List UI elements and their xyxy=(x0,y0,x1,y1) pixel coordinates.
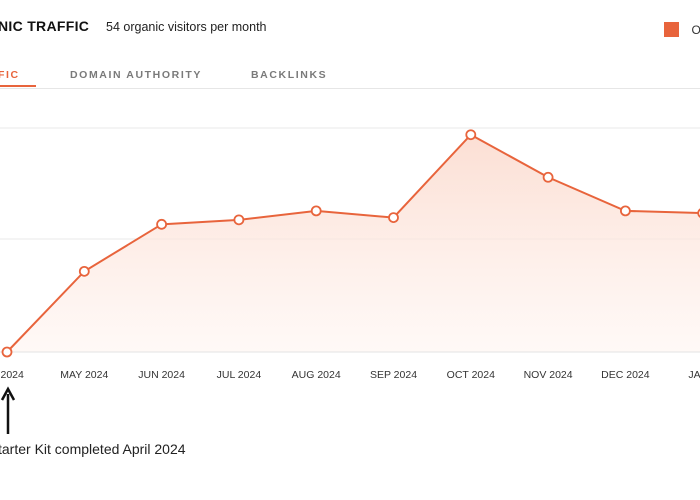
traffic-chart: R 2024 MAY 2024 JUN 2024 JUL 2024 AUG 2024 SE… xyxy=(0,127,700,381)
visitors-summary: 54 organic visitors per month xyxy=(106,20,267,34)
metric-tabs: FIC DOMAIN AUTHORITY BACKLINKS xyxy=(0,62,700,89)
active-tab-underline xyxy=(0,85,36,87)
x-tick-label: JUL 2024 xyxy=(217,369,262,381)
x-tick-label: JAN 2 xyxy=(688,369,700,381)
data-point[interactable] xyxy=(542,171,554,183)
tab-backlinks[interactable]: BACKLINKS xyxy=(251,69,328,81)
annotation-arrow-icon xyxy=(0,386,16,434)
chart-legend: O xyxy=(664,21,700,39)
chart-header: NIC TRAFFIC 54 organic visitors per mont… xyxy=(0,0,700,56)
annotation-text: tarter Kit completed April 2024 xyxy=(0,441,186,457)
data-point[interactable] xyxy=(156,218,168,230)
x-tick-label: OCT 2024 xyxy=(447,369,495,381)
data-point[interactable] xyxy=(78,265,90,277)
x-tick-label: AUG 2024 xyxy=(292,369,341,381)
x-tick-label: DEC 2024 xyxy=(601,369,650,381)
chart-title: NIC TRAFFIC xyxy=(0,18,90,34)
x-tick-label: JUN 2024 xyxy=(138,369,185,381)
data-point[interactable] xyxy=(233,214,245,226)
data-point[interactable] xyxy=(620,205,631,217)
x-tick-label: SEP 2024 xyxy=(370,369,417,381)
area-fill xyxy=(7,134,700,352)
data-point[interactable] xyxy=(388,212,399,224)
legend-label: O xyxy=(691,22,700,37)
x-tick-label: NOV 2024 xyxy=(524,369,573,381)
data-point[interactable] xyxy=(310,205,322,217)
tab-domain-authority[interactable]: DOMAIN AUTHORITY xyxy=(70,69,202,81)
legend-swatch xyxy=(664,22,679,38)
x-tick-label: R 2024 xyxy=(0,369,24,381)
tab-organic-traffic[interactable]: FIC xyxy=(0,69,20,81)
data-point[interactable] xyxy=(465,129,477,141)
data-point[interactable] xyxy=(1,346,13,358)
x-tick-label: MAY 2024 xyxy=(60,369,108,381)
